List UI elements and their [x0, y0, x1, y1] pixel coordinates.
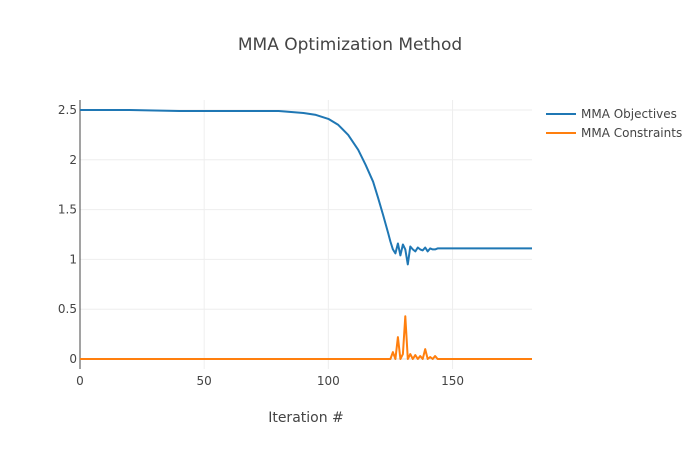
legend-item-objectives[interactable]: MMA Objectives: [546, 107, 677, 121]
series-line-objectives: [80, 109, 532, 266]
x-axis-title: Iteration #: [268, 410, 344, 426]
y-tick-label: 1: [69, 252, 77, 266]
axes: 0 50 100 150 0 0.5 1 1.5 2 2.5: [58, 100, 464, 388]
legend-label: MMA Constraints: [581, 126, 682, 140]
legend[interactable]: MMA Objectives MMA Constraints: [546, 107, 682, 140]
series-line-constraints: [80, 315, 532, 360]
y-tick-label: 2: [69, 153, 77, 167]
y-tick-label: 1.5: [58, 203, 77, 217]
y-tick-label: 0.5: [58, 302, 77, 316]
x-tick-label: 50: [197, 374, 212, 388]
y-tick-label: 2.5: [58, 103, 77, 117]
y-tick-label: 0: [69, 352, 77, 366]
x-tick-label: 0: [76, 374, 84, 388]
legend-item-constraints[interactable]: MMA Constraints: [546, 126, 682, 140]
series-lines: [80, 109, 532, 360]
gridlines: [80, 100, 532, 369]
x-tick-label: 150: [441, 374, 464, 388]
legend-label: MMA Objectives: [581, 107, 677, 121]
chart-title: MMA Optimization Method: [238, 35, 462, 55]
x-tick-label: 100: [317, 374, 340, 388]
